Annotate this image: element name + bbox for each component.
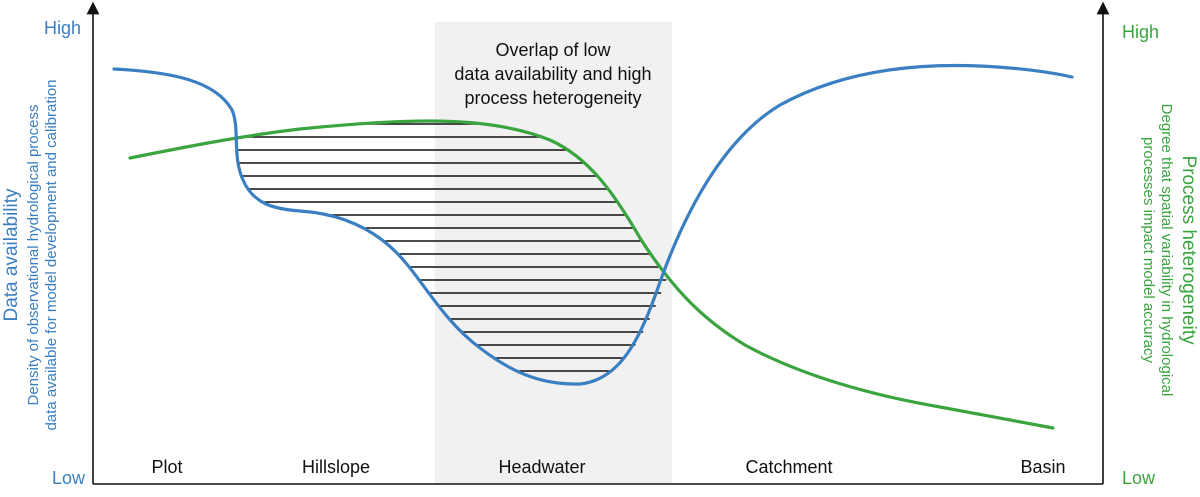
overlap-label-line2: data availability and high bbox=[454, 64, 651, 84]
right-axis-title: Process heterogeneity bbox=[1178, 155, 1199, 345]
left-axis-high: High bbox=[44, 18, 81, 38]
overlap-label-line1: Overlap of low bbox=[495, 40, 611, 60]
scale-basin: Basin bbox=[1020, 457, 1065, 477]
scale-plot: Plot bbox=[151, 457, 182, 477]
right-axis-subtitle-line1: Degree that spatial variability in hydro… bbox=[1158, 104, 1175, 397]
process-heterogeneity-curve bbox=[128, 119, 1055, 430]
right-axis-low: Low bbox=[1122, 468, 1156, 488]
scale-catchment: Catchment bbox=[745, 457, 832, 477]
left-axis-subtitle-line2: data available for model development and… bbox=[43, 79, 60, 430]
left-axis-low-label: Low bbox=[52, 468, 86, 488]
right-axis-subtitle-line2: processes impact model accuracy bbox=[1140, 137, 1157, 363]
right-axis-high: High bbox=[1122, 22, 1159, 42]
overlap-band bbox=[435, 22, 672, 484]
left-axis-title: Data availability bbox=[1, 188, 22, 322]
scale-hillslope: Hillslope bbox=[302, 457, 370, 477]
scale-headwater: Headwater bbox=[498, 457, 585, 477]
overlap-label-line3: process heterogeneity bbox=[464, 88, 641, 108]
left-axis-subtitle-line1: Density of observational hydrological pr… bbox=[25, 105, 42, 406]
data-availability-curve bbox=[112, 63, 1074, 386]
